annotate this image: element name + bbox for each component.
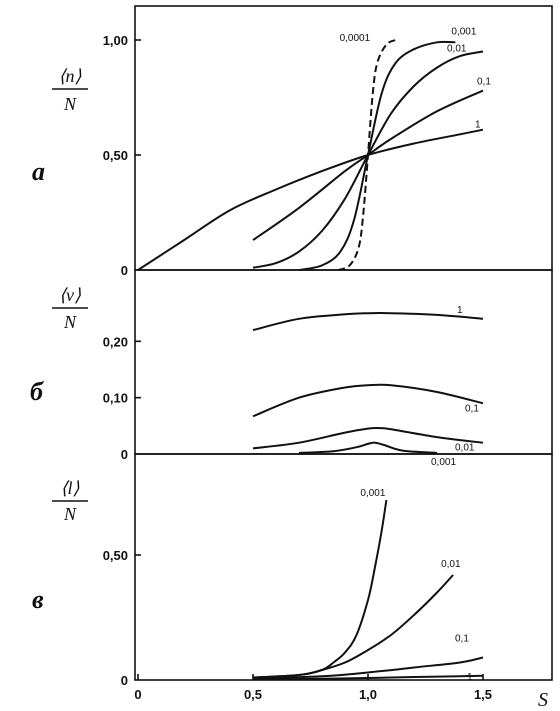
panel-3-series-3 — [252, 674, 484, 681]
panel-2-series-2 — [252, 427, 484, 450]
xtick-label-3: 1,5 — [474, 687, 492, 702]
panel-2-series-label-3: 0,001 — [431, 457, 456, 468]
panel-1-series-4 — [137, 128, 484, 271]
panel-1-series-label-4: 1 — [475, 120, 481, 131]
panel-b-ylabel: ⟨ν⟩ N — [52, 285, 88, 332]
chart-marks: 00,501,00 0,00010,0010,010,1100,100,2010,… — [103, 26, 492, 702]
panel-2-series-label-0: 1 — [457, 305, 463, 316]
panel-c-ylabel-top: ⟨l⟩ — [60, 478, 79, 498]
panel-2-series-1 — [252, 383, 484, 418]
panel-b-ylabel-top: ⟨ν⟩ — [59, 285, 81, 305]
panel-3-series-1 — [252, 574, 454, 679]
panel-b-letter: б — [30, 377, 44, 406]
panel-2-series-0 — [252, 312, 484, 332]
panel-1-series-label-2: 0,01 — [447, 44, 467, 55]
panel-a-ylabel: ⟨n⟩ N — [52, 66, 88, 114]
panel-3-ytick-label-1: 0,50 — [103, 548, 128, 563]
panel-2-ytick-label-0: 0 — [121, 447, 128, 462]
panel-a-ylabel-bottom: N — [63, 94, 77, 114]
panel-2-series-3 — [298, 441, 438, 454]
panel-a-letter: a — [32, 157, 45, 186]
panel-3-series-label-1: 0,01 — [441, 559, 461, 570]
xtick-label-0: 0 — [134, 687, 141, 702]
panel-1-ytick-label-2: 1,00 — [103, 33, 128, 48]
panel-2-series-label-2: 0,01 — [455, 443, 475, 454]
panel-1-series-label-3: 0,1 — [477, 77, 491, 88]
panel-3-series-label-3: 1 — [467, 672, 473, 683]
panel-1-series-label-1: 0,001 — [451, 26, 476, 37]
panel-1-series-label-0: 0,0001 — [340, 33, 371, 44]
panel-1-ytick-label-0: 0 — [121, 263, 128, 278]
panel-c-letter: в — [32, 585, 44, 614]
panel-1-series-1 — [298, 40, 456, 271]
panel-3-ytick-label-0: 0 — [121, 673, 128, 688]
panel-b-frame — [134, 269, 553, 455]
xtick-label-1: 0,5 — [244, 687, 262, 702]
panel-2-ytick-label-2: 0,20 — [103, 334, 128, 349]
panel-c-ylabel: ⟨l⟩ N — [52, 478, 88, 524]
xtick-label-2: 1,0 — [359, 687, 377, 702]
panel-2-ytick-label-1: 0,10 — [103, 391, 128, 406]
panel-2-series-label-1: 0,1 — [465, 403, 479, 414]
panel-c-ylabel-bottom: N — [63, 504, 77, 524]
panel-a-ylabel-top: ⟨n⟩ — [58, 66, 81, 86]
panel-1-ytick-label-1: 0,50 — [103, 148, 128, 163]
panel-3-series-label-2: 0,1 — [455, 634, 469, 645]
panel-3-series-2 — [252, 656, 484, 680]
panel-c-frame — [134, 453, 553, 681]
x-axis-label: S — [538, 689, 548, 711]
panel-b-ylabel-bottom: N — [63, 312, 77, 332]
panel-3-series-label-0: 0,001 — [360, 488, 385, 499]
